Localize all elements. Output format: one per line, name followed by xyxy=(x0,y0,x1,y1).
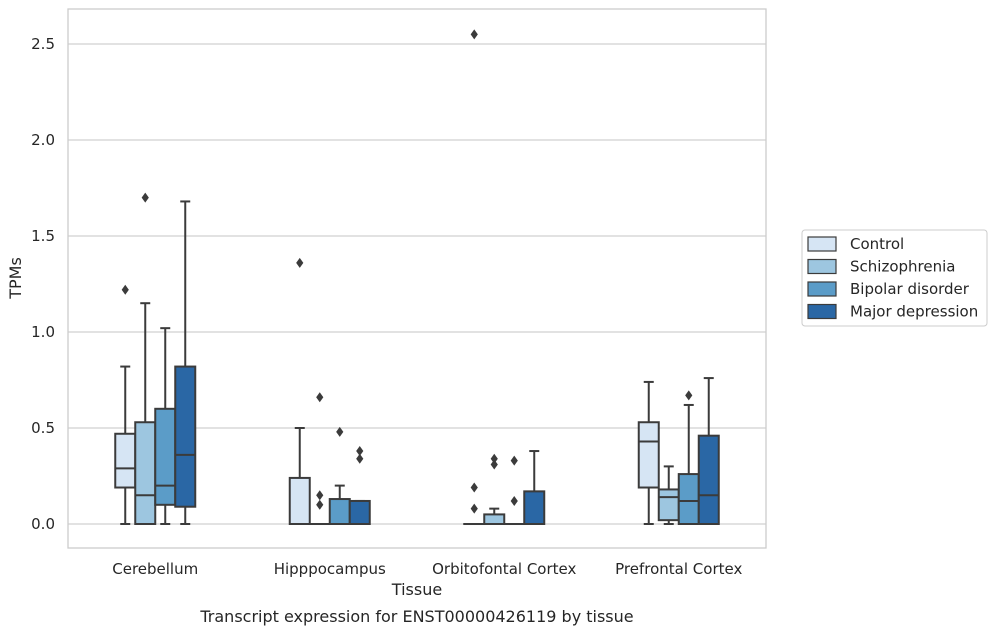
y-tick-label: 0.0 xyxy=(31,515,55,533)
box-iqr xyxy=(523,490,546,525)
box-major-depression xyxy=(174,200,197,525)
outlier-point xyxy=(316,490,324,501)
y-tick-label: 2.5 xyxy=(31,35,55,53)
x-tick-labels: Cerebellum Hipppocampus Orbitofontal Corte… xyxy=(112,560,742,578)
outlier-point xyxy=(356,453,364,464)
outlier-point xyxy=(470,503,478,514)
x-tick-label: Prefrontal Cortex xyxy=(615,560,742,578)
legend: Control Schizophrenia Bipolar disorder Majo… xyxy=(801,229,988,327)
box-iqr xyxy=(328,498,351,526)
box-series xyxy=(114,29,720,526)
box-bipolar-disorder xyxy=(503,455,526,526)
legend-label: Control xyxy=(850,235,904,253)
box-control xyxy=(463,29,486,526)
box-iqr xyxy=(483,513,506,526)
box-iqr xyxy=(657,488,680,522)
y-axis-title: TPMs xyxy=(6,257,25,300)
legend-label: Major depression xyxy=(850,303,978,321)
outlier-point xyxy=(356,446,364,457)
y-tick-label: 0.5 xyxy=(31,419,55,437)
outlier-point xyxy=(316,392,324,403)
box-iqr xyxy=(114,432,137,489)
plot-area-frame xyxy=(67,8,767,549)
outlier-point xyxy=(336,426,344,437)
legend-swatch xyxy=(807,236,837,252)
legend-label: Bipolar disorder xyxy=(850,280,970,298)
outlier-point xyxy=(470,29,478,40)
outlier-point xyxy=(470,482,478,493)
box-schizophrenia xyxy=(308,392,331,526)
box-bipolar-disorder xyxy=(328,426,351,526)
y-tick-label: 1.5 xyxy=(31,227,55,245)
y-tick-label: 1.0 xyxy=(31,323,55,341)
box-control xyxy=(288,257,311,526)
box-major-depression xyxy=(523,450,546,525)
box-bipolar-disorder xyxy=(677,390,700,525)
legend-swatch xyxy=(807,281,837,297)
box-iqr xyxy=(134,421,157,525)
x-tick-label: Hipppocampus xyxy=(274,560,386,578)
box-schizophrenia xyxy=(657,465,680,525)
box-iqr xyxy=(348,499,371,525)
box-control xyxy=(637,380,660,525)
legend-swatch xyxy=(807,258,837,275)
box-schizophrenia xyxy=(134,192,157,525)
x-axis-title: Tissue xyxy=(391,580,442,599)
box-iqr xyxy=(637,421,660,489)
x-tick-label: Cerebellum xyxy=(112,560,198,578)
legend-frame xyxy=(801,229,988,327)
box-major-depression xyxy=(348,446,371,525)
box-schizophrenia xyxy=(483,453,506,526)
outlier-point xyxy=(510,455,518,466)
y-tick-label: 2.0 xyxy=(31,131,55,149)
legend-swatch xyxy=(807,303,837,320)
box-iqr xyxy=(174,365,197,508)
outlier-point xyxy=(490,459,498,470)
box-major-depression xyxy=(697,377,720,525)
outlier-point xyxy=(296,257,304,268)
box-bipolar-disorder xyxy=(154,327,177,525)
outlier-point xyxy=(685,390,693,401)
box-control xyxy=(114,284,137,525)
box-iqr xyxy=(288,476,311,526)
box-iqr xyxy=(677,473,700,525)
y-tick-labels: 0.0 0.5 1.0 1.5 2.0 2.5 xyxy=(31,35,55,533)
outlier-point xyxy=(316,499,324,510)
outlier-point xyxy=(141,192,149,203)
figure-caption: Transcript expression for ENST0000042611… xyxy=(199,607,633,626)
x-tick-label: Orbitofontal Cortex xyxy=(432,560,576,578)
outlier-point xyxy=(510,495,518,506)
outlier-point xyxy=(490,453,498,464)
legend-label: Schizophrenia xyxy=(850,258,955,276)
outlier-point xyxy=(121,284,129,295)
box-iqr xyxy=(154,407,177,506)
box-iqr xyxy=(697,434,720,525)
